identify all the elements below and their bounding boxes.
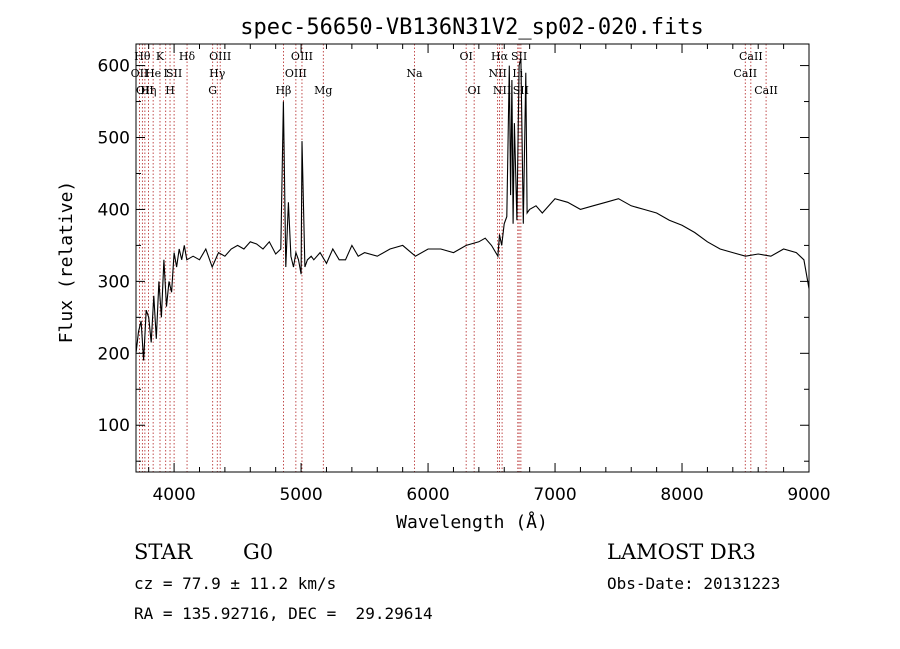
flux-series-line	[135, 58, 810, 361]
x-tick-label: 4000	[152, 485, 195, 505]
reference-line-label: CaII	[739, 50, 763, 63]
x-tick-label: 8000	[660, 485, 703, 505]
reference-line-label: SII	[166, 67, 182, 80]
y-axis-ticks: 100 200 300 400 500 600	[98, 57, 809, 462]
object-subclass: G0	[243, 540, 274, 564]
reference-line-label: SII	[511, 50, 527, 63]
reference-line-label: OI	[467, 84, 480, 97]
reference-line-label: OIII	[291, 50, 313, 63]
y-tick-label: 400	[98, 200, 130, 220]
reference-line-label: Na	[406, 67, 423, 80]
reference-line-label: Hθ	[134, 50, 151, 63]
reference-line-label: Hβ	[275, 84, 291, 97]
object-class: STAR	[134, 540, 193, 564]
reference-line-label: Hγ	[209, 67, 226, 80]
reference-line-label: NII	[488, 67, 506, 80]
reference-lines	[139, 44, 767, 472]
x-tick-label: 6000	[406, 485, 449, 505]
y-tick-label: 300	[98, 272, 130, 292]
reference-line-label: OII	[131, 67, 149, 80]
reference-line-label: I	[164, 67, 168, 80]
reference-line-label: He	[145, 67, 161, 80]
y-tick-label: 200	[98, 344, 130, 364]
reference-line-label: K	[156, 50, 165, 63]
reference-line-label: OII	[136, 84, 154, 97]
reference-line-label: Li	[512, 67, 523, 80]
x-tick-label: 5000	[279, 485, 322, 505]
reference-line-label: CaII	[733, 67, 757, 80]
x-tick-label: 7000	[533, 485, 576, 505]
reference-labels: OIIHθOIIHηHeKIHSIIHδGHγOIIIHβOIIIOIIIMgN…	[131, 50, 778, 97]
y-tick-label: 100	[98, 416, 130, 436]
coordinates: RA = 135.92716, DEC = 29.29614	[134, 604, 433, 623]
reference-line-label: CaII	[754, 84, 778, 97]
reference-line-label: NII	[493, 84, 511, 97]
y-tick-label: 500	[98, 129, 130, 149]
x-tick-label: 9000	[787, 485, 830, 505]
reference-line-label: OIII	[285, 67, 307, 80]
plot-frame	[135, 43, 810, 473]
reference-line-label: OI	[459, 50, 472, 63]
x-axis-label: Wavelength (Å)	[396, 511, 548, 533]
reference-line-label: H	[165, 84, 175, 97]
reference-line-label: Hδ	[179, 50, 196, 63]
reference-line-label: G	[208, 84, 217, 97]
observation-date: Obs-Date: 20131223	[607, 574, 781, 593]
survey-name: LAMOST DR3	[607, 540, 756, 564]
reference-line-label: Mg	[314, 84, 332, 97]
chart-title: spec-56650-VB136N31V2_sp02-020.fits	[240, 15, 704, 40]
redshift-velocity: cz = 77.9 ± 11.2 km/s	[134, 574, 337, 593]
reference-line-label: OIII	[209, 50, 231, 63]
reference-line-label: Hη	[140, 84, 156, 97]
y-tick-label: 600	[98, 57, 130, 77]
y-axis-label: Flux (relative)	[56, 181, 77, 344]
x-axis-ticks: 4000 5000 6000 7000 8000 9000	[148, 44, 831, 505]
reference-line-label: Hα	[491, 50, 509, 63]
